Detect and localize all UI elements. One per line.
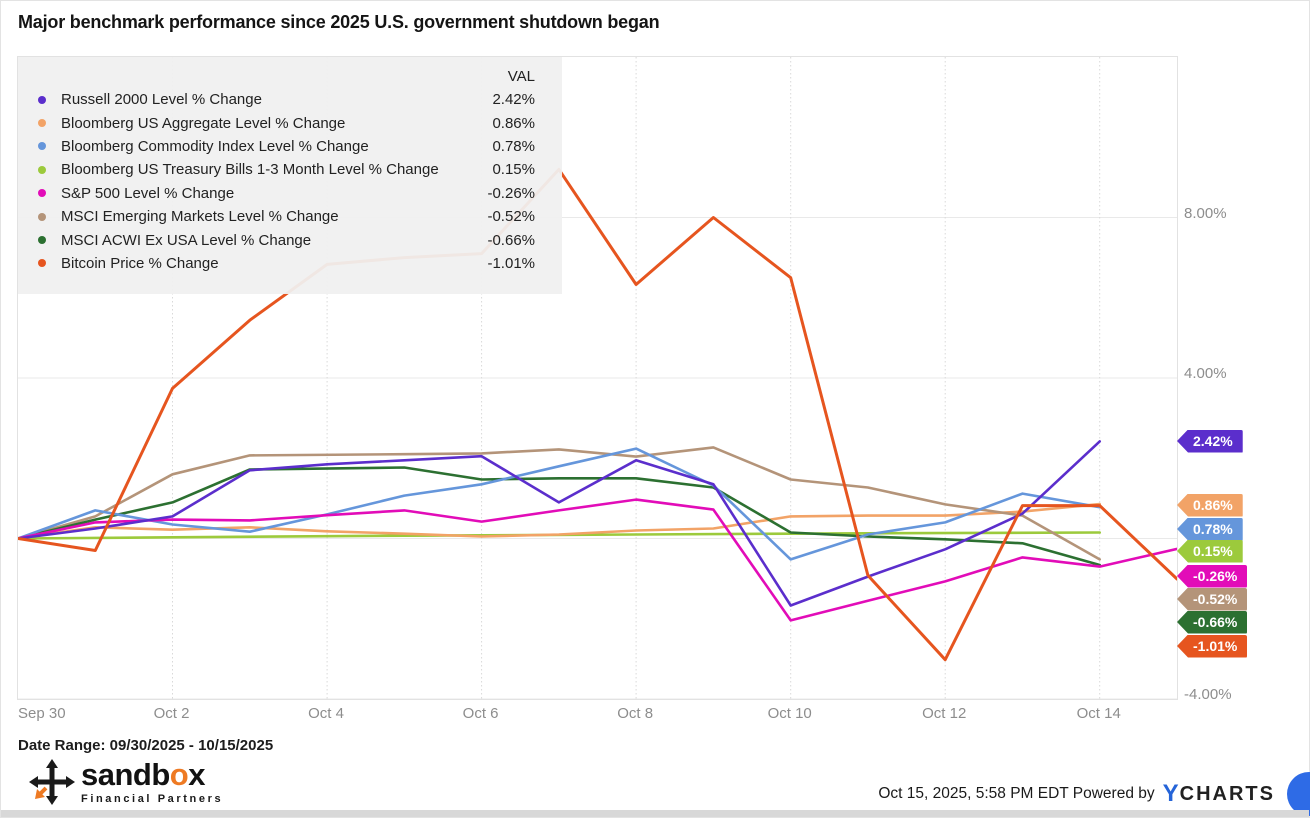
series-line (18, 447, 1101, 561)
value-badge: -0.66% (1177, 610, 1248, 634)
plot-area: VAL Russell 2000 Level % Change 2.42% Bloo… (17, 56, 1248, 700)
legend-row: Bitcoin Price % Change -1.01% (18, 252, 562, 275)
legend-row: MSCI ACWI Ex USA Level % Change -0.66% (18, 228, 562, 251)
legend-box: VAL Russell 2000 Level % Change 2.42% Bloo… (18, 57, 562, 294)
date-range-label: Date Range: 09/30/2025 - 10/15/2025 (18, 737, 274, 754)
legend-value: -0.26% (487, 184, 535, 202)
ycharts-logo-y: Y (1162, 780, 1179, 807)
legend-label: S&P 500 Level % Change (61, 184, 235, 202)
legend-row: Bloomberg US Aggregate Level % Change 0.8… (18, 111, 562, 134)
value-badge: -1.01% (1177, 634, 1248, 658)
x-tick-label: Oct 2 (153, 705, 190, 722)
legend-label: Bloomberg US Aggregate Level % Change (61, 114, 346, 132)
legend-label: Bloomberg US Treasury Bills 1-3 Month Le… (61, 161, 439, 179)
series-line (18, 446, 1101, 561)
legend-value: 0.78% (492, 137, 535, 155)
ycharts-logo-text: CHARTS (1179, 782, 1275, 805)
legend-value: 2.42% (492, 91, 535, 109)
legend-dot (38, 95, 46, 104)
x-tick-label: Oct 6 (462, 705, 499, 722)
y-tick-label: -4.00% (1184, 686, 1232, 703)
legend-row: Bloomberg Commodity Index Level % Change… (18, 135, 562, 158)
x-tick-label: Oct 14 (1076, 705, 1121, 722)
series-line (18, 498, 1177, 622)
x-tick-label: Oct 10 (767, 705, 812, 722)
legend-label: MSCI Emerging Markets Level % Change (61, 208, 339, 226)
legend-dot (38, 259, 46, 268)
legend-row: MSCI Emerging Markets Level % Change -0.5… (18, 205, 562, 228)
help-chat-bubble-icon[interactable] (1287, 772, 1310, 816)
legend-row: Bloomberg US Treasury Bills 1-3 Month Le… (18, 158, 562, 181)
legend-value: 0.86% (492, 114, 535, 132)
series-line (18, 167, 1177, 662)
value-badge: 2.42% (1177, 429, 1243, 453)
value-badge: 0.78% (1177, 517, 1243, 541)
series-line (18, 440, 1101, 607)
timestamp-powered-by: Oct 15, 2025, 5:58 PM EDT Powered by (878, 785, 1155, 802)
legend-dot (38, 165, 46, 174)
legend-row: S&P 500 Level % Change -0.26% (18, 182, 562, 205)
sandbox-logo: sandbox Financial Partners (29, 759, 223, 805)
legend-value: -0.52% (487, 208, 535, 226)
x-tick-label: Oct 4 (308, 705, 344, 722)
orange-arrow-accent (35, 786, 48, 799)
legend-label: Bitcoin Price % Change (61, 254, 219, 272)
legend-dot (38, 212, 46, 221)
series-line (18, 502, 1101, 540)
bottom-divider (1, 810, 1309, 817)
value-badge: -0.52% (1177, 587, 1248, 611)
brand-name: sandbox (81, 757, 205, 792)
value-badge: -0.26% (1177, 564, 1248, 588)
legend-value: -1.01% (487, 254, 535, 272)
legend-row: Russell 2000 Level % Change 2.42% (18, 88, 562, 111)
x-tick-label: Oct 12 (922, 705, 967, 722)
brand-orange-o: o (169, 757, 189, 792)
legend-label: Bloomberg Commodity Index Level % Change (61, 137, 369, 155)
legend-dot (38, 189, 46, 198)
value-badge: 0.86% (1177, 493, 1243, 517)
legend-dot (38, 236, 46, 245)
legend-dot (38, 142, 46, 151)
legend-value: 0.15% (492, 161, 535, 179)
legend-value: -0.66% (487, 231, 535, 249)
chart-title: Major benchmark performance since 2025 U… (18, 12, 660, 32)
y-tick-label: 8.00% (1184, 204, 1227, 222)
x-tick-label: Sep 30 (18, 705, 66, 722)
series-line (18, 466, 1101, 567)
attribution: Oct 15, 2025, 5:58 PM EDT Powered by Y C… (878, 780, 1275, 808)
legend-val-header: VAL (507, 68, 535, 85)
x-tick-label: Oct 8 (617, 705, 654, 722)
value-badge: 0.15% (1177, 539, 1243, 563)
legend-dot (38, 119, 46, 128)
y-tick-label: 4.00% (1184, 365, 1227, 382)
line-chart-canvas (18, 57, 1177, 699)
legend-label: Russell 2000 Level % Change (61, 91, 262, 109)
brand-subtitle: Financial Partners (81, 793, 224, 805)
legend-label: MSCI ACWI Ex USA Level % Change (61, 231, 312, 249)
four-way-arrow-icon (29, 759, 75, 805)
